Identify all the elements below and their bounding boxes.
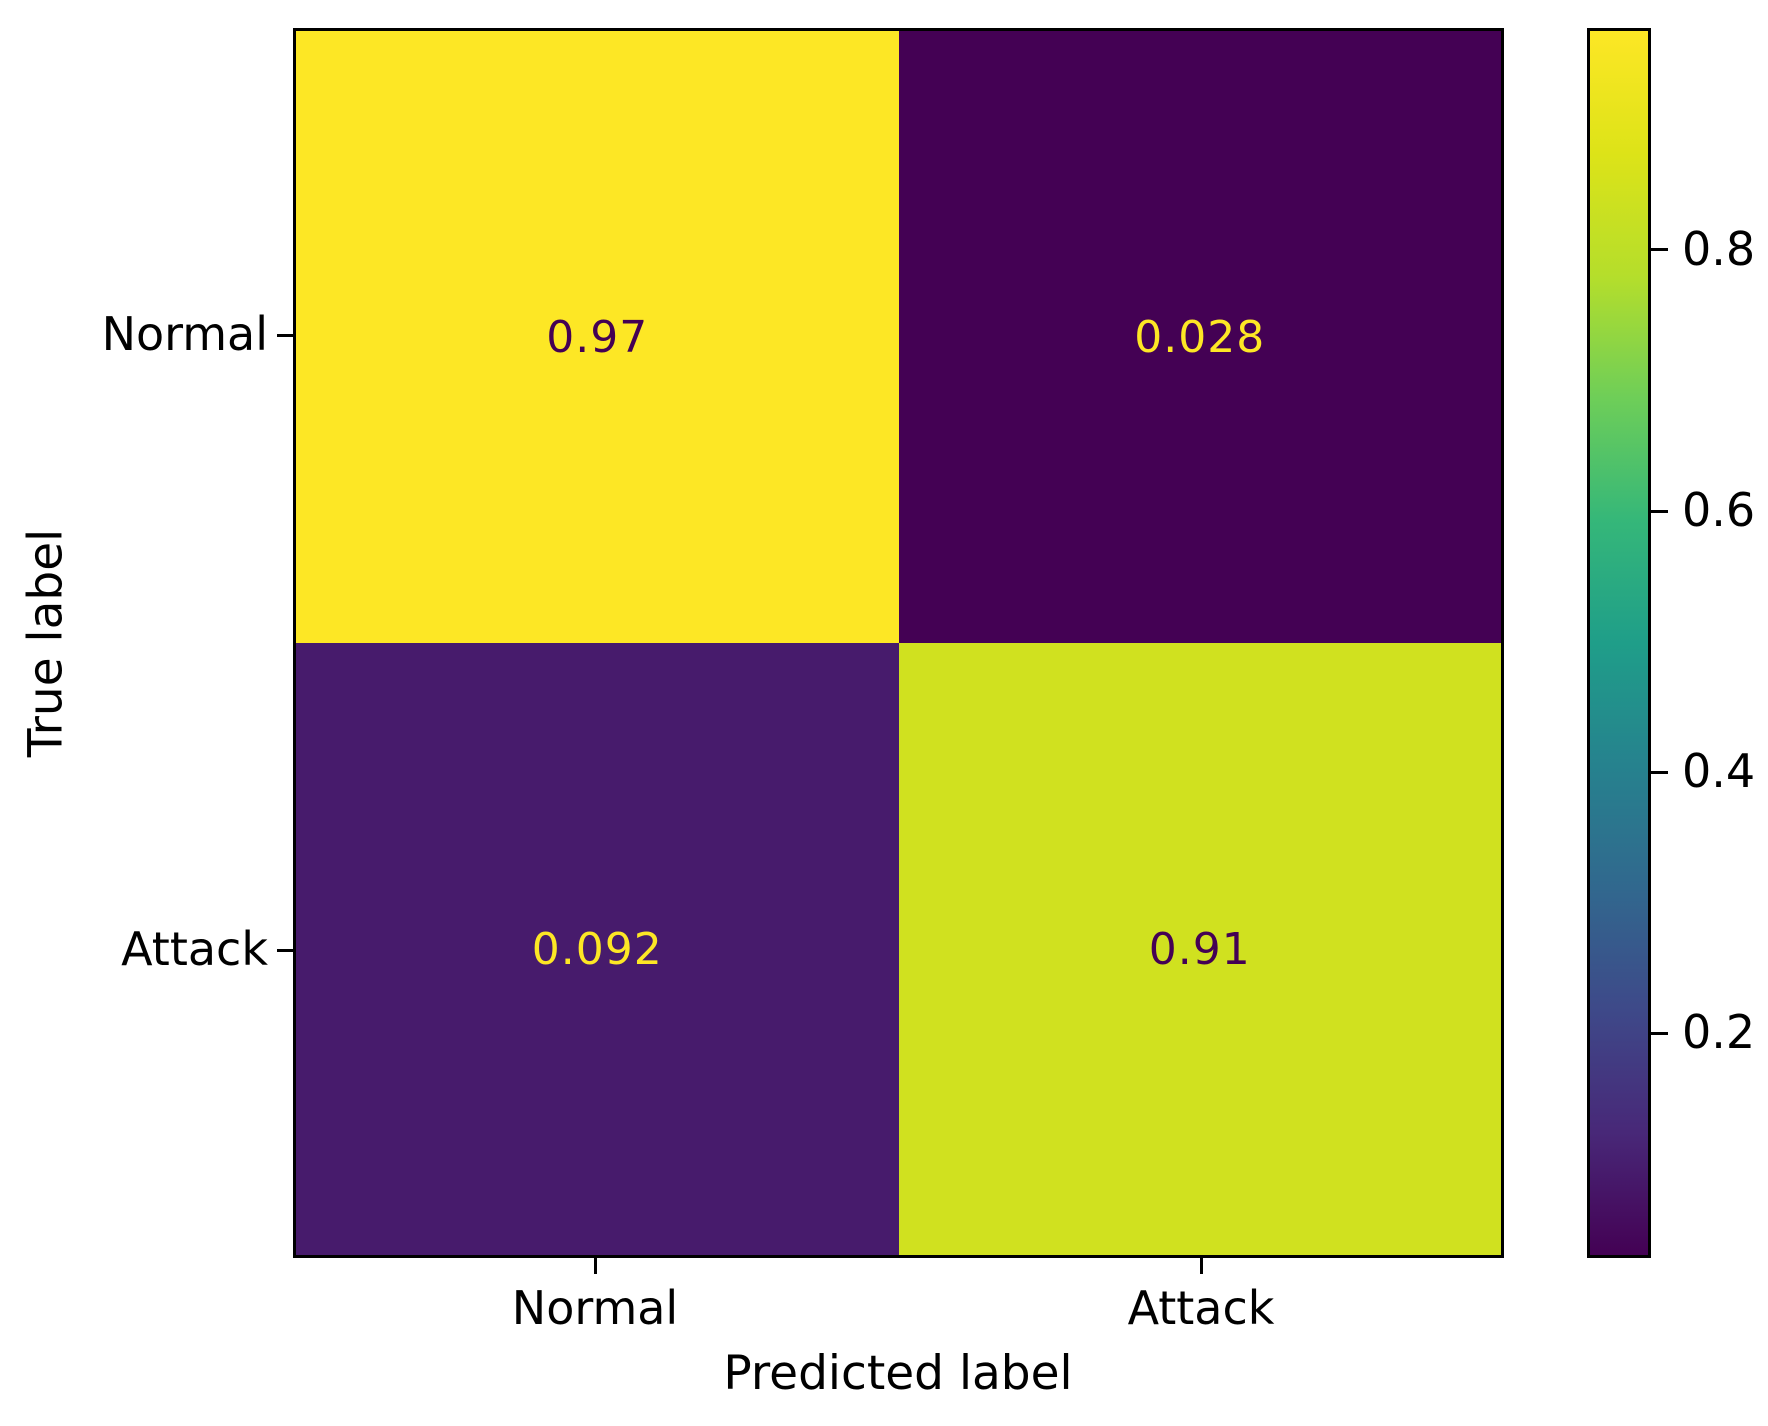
cell-value: 0.028 [1134, 311, 1266, 363]
x-tick-label-normal: Normal [511, 1281, 679, 1335]
cell-true-normal-pred-attack: 0.028 [898, 31, 1501, 643]
colorbar-tick-label: 0.8 [1682, 221, 1756, 276]
colorbar-tick-label: 0.4 [1682, 744, 1756, 799]
y-tick-label-normal: Normal [101, 306, 268, 361]
colorbar-tick-mark [1651, 1031, 1668, 1035]
heatmap-grid: 0.97 0.028 0.092 0.91 [293, 28, 1504, 1258]
colorbar-tick-mark [1651, 509, 1668, 513]
cell-true-normal-pred-normal: 0.97 [296, 31, 899, 643]
cell-true-attack-pred-attack: 0.91 [898, 643, 1501, 1255]
x-tick-mark-normal [594, 1258, 597, 1274]
colorbar-tick-label: 0.6 [1682, 483, 1756, 538]
cell-value: 0.092 [531, 923, 663, 975]
y-axis-title: True label [18, 528, 74, 758]
cell-value: 0.91 [1148, 923, 1251, 975]
cell-value: 0.97 [546, 311, 649, 363]
colorbar [1587, 28, 1651, 1258]
colorbar-tick-mark [1651, 770, 1668, 774]
y-tick-label-attack: Attack [121, 921, 268, 976]
x-axis-title: Predicted label [723, 1346, 1073, 1401]
x-tick-mark-attack [1200, 1258, 1203, 1274]
colorbar-tick-label: 0.2 [1682, 1005, 1756, 1060]
x-tick-label-attack: Attack [1127, 1281, 1275, 1335]
y-tick-mark-attack [277, 949, 293, 952]
cell-true-attack-pred-normal: 0.092 [296, 643, 899, 1255]
colorbar-tick-mark [1651, 248, 1668, 252]
y-tick-mark-normal [277, 334, 293, 337]
